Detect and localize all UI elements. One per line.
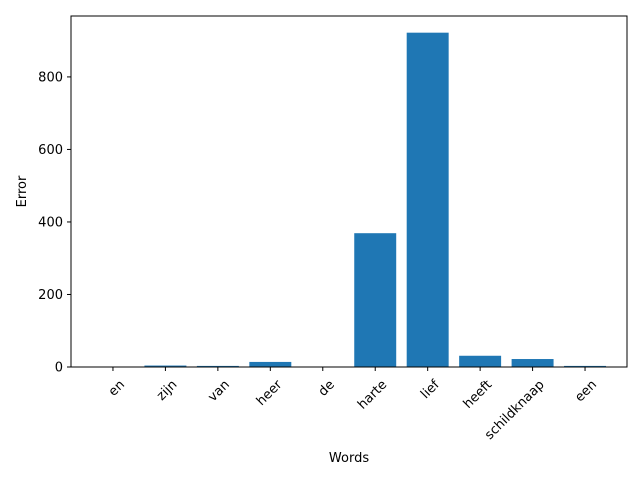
plot-frame <box>70 15 628 368</box>
bars-group <box>91 32 607 368</box>
bar-zijn <box>144 365 187 367</box>
y-tick-label: 200 <box>38 288 63 303</box>
y-axis-label: Error <box>15 175 30 207</box>
bar-van <box>196 365 239 367</box>
y-tick-label: 800 <box>38 70 63 85</box>
bar-lief <box>406 32 449 368</box>
y-axis-ticks: 0 200 400 600 800 <box>38 70 71 376</box>
y-tick-label: 600 <box>38 143 63 158</box>
bar-heeft <box>459 355 502 367</box>
y-tick-label: 400 <box>38 215 63 230</box>
bar-schildknaap <box>511 359 554 367</box>
bar-harte <box>354 233 397 367</box>
bar-heer <box>249 361 292 367</box>
y-tick-label: 0 <box>55 361 63 376</box>
x-axis-label: Words <box>329 451 369 466</box>
bar-een <box>564 365 607 367</box>
